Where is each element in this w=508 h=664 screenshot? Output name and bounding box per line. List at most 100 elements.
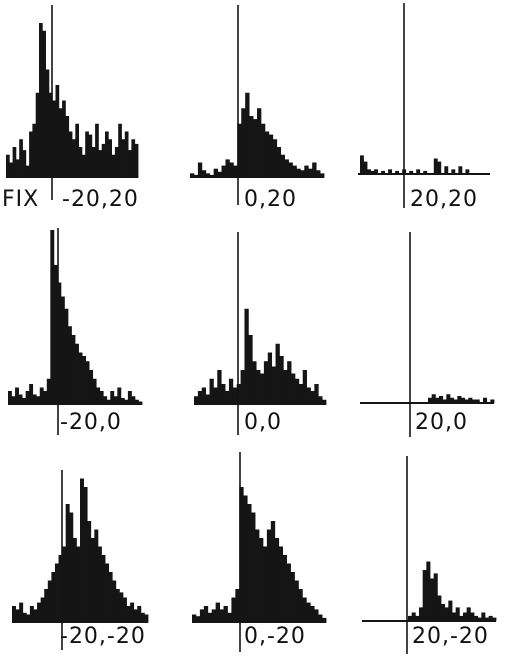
histogram-bar xyxy=(256,370,261,405)
histogram-bar xyxy=(310,391,315,405)
histogram-bar xyxy=(9,162,13,178)
histogram-bar xyxy=(475,399,480,403)
histogram-bar xyxy=(262,546,268,623)
histogram-bar xyxy=(190,173,195,178)
histogram-bar xyxy=(430,578,435,621)
histogram-bar xyxy=(134,399,139,405)
histogram-bar xyxy=(255,529,260,623)
histogram-bar xyxy=(243,495,248,623)
histogram-bar xyxy=(8,391,12,405)
histogram-bar xyxy=(111,154,116,178)
histogram-bar xyxy=(296,168,301,178)
histogram-bar xyxy=(448,600,453,621)
histogram-bar xyxy=(131,396,136,405)
histogram-bar xyxy=(201,387,207,405)
histogram-bar xyxy=(470,612,475,621)
histogram-bar xyxy=(124,131,129,178)
histogram-bar xyxy=(472,399,477,403)
histogram-bar xyxy=(140,612,145,623)
histogram-bar xyxy=(207,612,213,623)
histogram-bar xyxy=(52,100,56,178)
histogram-bar xyxy=(205,173,211,178)
histogram-bar xyxy=(213,168,218,178)
histogram-bar xyxy=(211,609,217,623)
histogram-bar xyxy=(197,162,203,178)
histogram-bar xyxy=(409,170,414,174)
histogram-bar xyxy=(48,92,53,178)
histogram-bar xyxy=(444,607,449,621)
histogram-bar xyxy=(103,396,108,405)
histogram-bar xyxy=(217,370,222,405)
histogram-bar xyxy=(128,150,132,178)
histogram-bar xyxy=(95,123,99,178)
histogram-bar xyxy=(276,147,282,178)
histogram-bar xyxy=(259,538,264,623)
histogram-bar xyxy=(490,399,495,403)
histogram-bar xyxy=(221,165,226,178)
histogram-bar xyxy=(237,123,242,178)
histogram-bar xyxy=(32,394,37,405)
histogram-bar xyxy=(112,580,117,623)
histogram-bar xyxy=(236,384,241,405)
histogram-bar xyxy=(127,391,132,405)
histogram-bar xyxy=(53,265,58,405)
histogram-bar xyxy=(215,602,220,623)
histogram-bar xyxy=(227,612,232,623)
histogram-bar xyxy=(101,555,106,623)
histogram-bar xyxy=(22,398,27,405)
histogram-bar xyxy=(44,589,49,623)
histogram-bar xyxy=(78,147,83,178)
histogram-bar xyxy=(51,572,56,623)
histogram-bar xyxy=(94,529,99,623)
histogram-bar xyxy=(419,607,424,621)
histogram-bar xyxy=(88,134,93,178)
histogram-bar xyxy=(108,572,113,623)
histogram-bar xyxy=(388,169,393,174)
histogram-bar xyxy=(268,134,274,178)
histogram-bar xyxy=(90,538,95,623)
histogram-bar xyxy=(91,147,96,178)
histogram-bar xyxy=(260,373,265,405)
histogram-bar xyxy=(232,387,238,405)
histogram-bar xyxy=(233,165,238,178)
histogram-bar xyxy=(240,370,245,405)
histogram-bar xyxy=(266,529,272,623)
histogram-bar xyxy=(452,612,457,621)
histogram-bar xyxy=(39,23,43,178)
histogram-bar xyxy=(194,396,199,405)
histogram-bar xyxy=(113,396,118,405)
histogram-bar xyxy=(50,230,55,405)
histogram-bar xyxy=(433,573,438,621)
histogram-bar xyxy=(284,159,289,178)
histogram-bar xyxy=(26,614,31,623)
histogram-bar xyxy=(428,397,433,403)
histogram-bar xyxy=(101,143,106,178)
histogram-bar xyxy=(280,154,285,178)
histogram-bar xyxy=(92,378,97,405)
histogram-bar xyxy=(231,597,236,623)
histogram-bar xyxy=(78,352,83,405)
histogram-bar xyxy=(260,123,266,178)
histogram-bar xyxy=(408,615,413,621)
histogram-bar xyxy=(197,391,203,405)
histogram-bar xyxy=(318,614,323,623)
histogram-bar xyxy=(249,116,254,178)
histogram-bar xyxy=(225,159,230,178)
histogram-bar xyxy=(199,609,205,623)
histogram-bar xyxy=(267,352,273,405)
histogram-bar xyxy=(314,384,319,405)
histogram-bar xyxy=(302,370,307,405)
histogram-bar xyxy=(312,162,317,178)
histogram-bar xyxy=(87,521,92,623)
histogram-bar xyxy=(144,614,149,623)
histogram-bar xyxy=(62,546,67,623)
histogram-bar xyxy=(283,370,288,405)
histogram-bar xyxy=(441,604,446,621)
histogram-bar xyxy=(485,617,490,621)
histogram-bar xyxy=(290,572,295,623)
